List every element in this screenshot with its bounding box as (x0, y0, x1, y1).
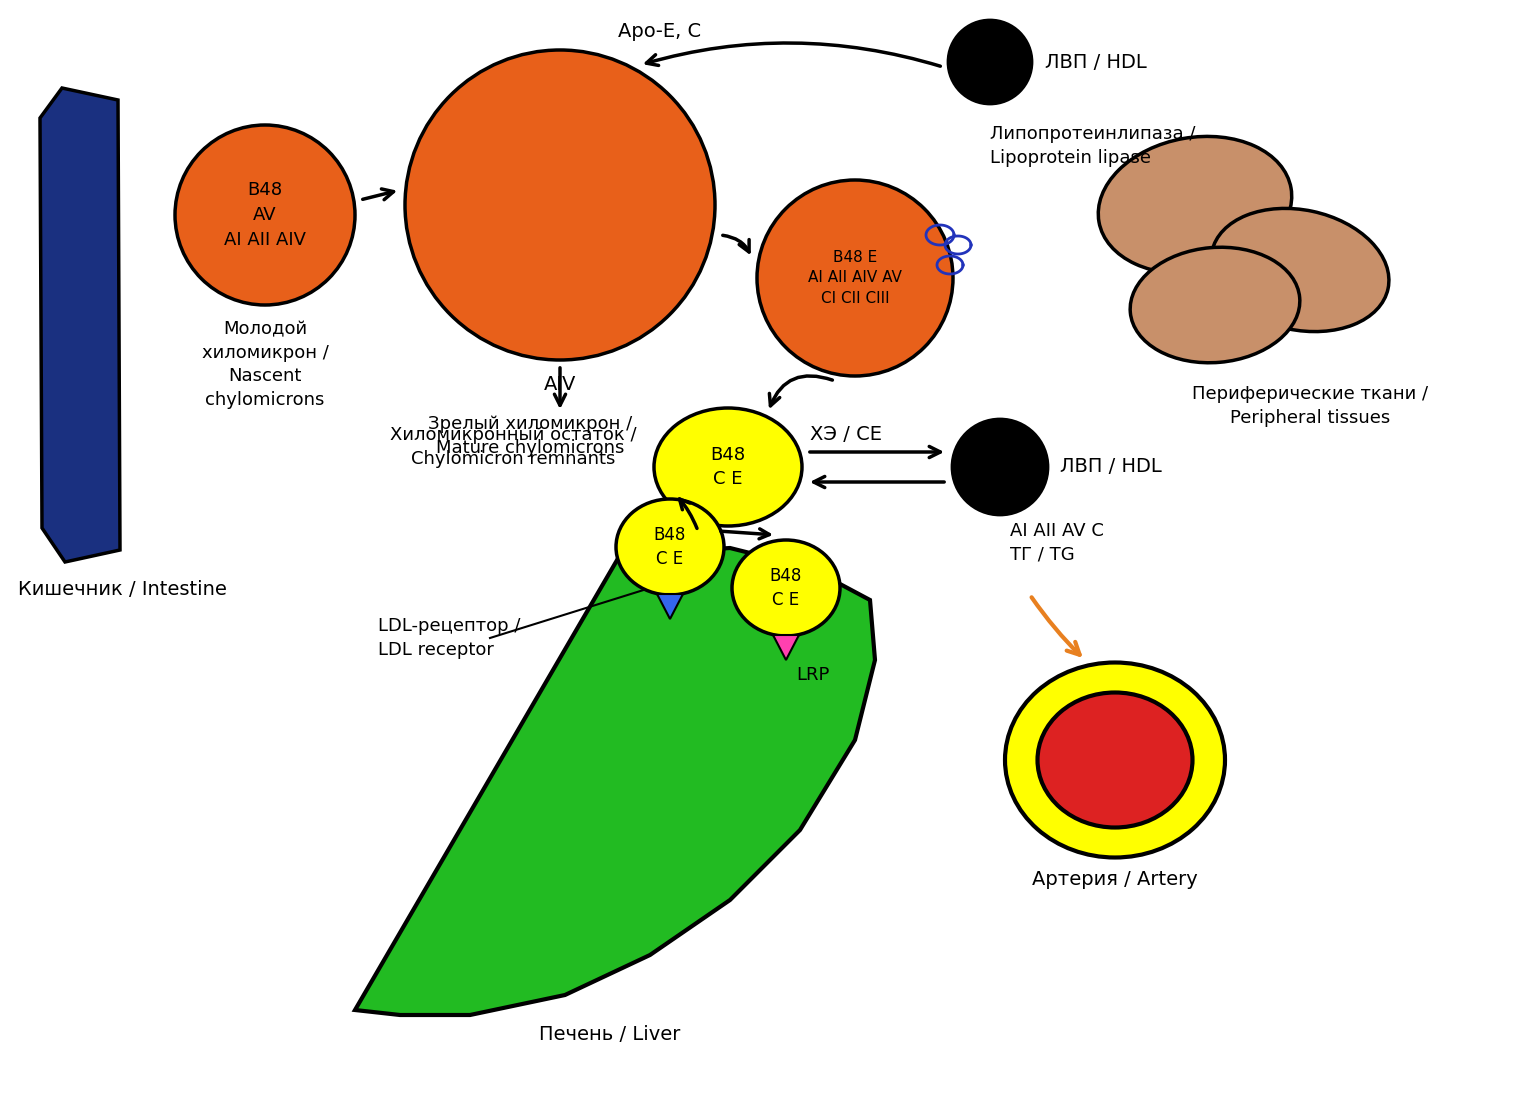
Ellipse shape (1098, 136, 1291, 274)
Text: B48
C E: B48 C E (770, 567, 802, 609)
Ellipse shape (732, 540, 840, 636)
Circle shape (948, 20, 1031, 104)
Text: AIV: AIV (544, 375, 576, 395)
Ellipse shape (1006, 663, 1224, 857)
Text: Хиломикронный остаток /
Chylomicron remnants: Хиломикронный остаток / Chylomicron remn… (390, 426, 636, 468)
Circle shape (756, 180, 952, 376)
Circle shape (175, 125, 355, 306)
Text: Артерия / Artery: Артерия / Artery (1031, 870, 1198, 889)
Text: Печень / Liver: Печень / Liver (539, 1025, 681, 1044)
Circle shape (952, 419, 1048, 515)
Text: Молодой
хиломикрон /
Nascent
chylomicrons: Молодой хиломикрон / Nascent chylomicron… (202, 320, 328, 409)
Ellipse shape (1130, 247, 1300, 363)
Polygon shape (658, 593, 684, 619)
Circle shape (406, 49, 715, 360)
Text: Аро-E, С: Аро-E, С (618, 22, 702, 41)
Text: AI AII AV C
ТГ / TG: AI AII AV C ТГ / TG (1010, 522, 1104, 564)
Polygon shape (773, 635, 799, 660)
Ellipse shape (617, 499, 725, 595)
Text: ЛВП / HDL: ЛВП / HDL (1045, 53, 1147, 71)
Text: B48 E
AI AII AIV AV
CI CII CIII: B48 E AI AII AIV AV CI CII CIII (808, 251, 902, 306)
Text: B48
C E: B48 C E (653, 526, 687, 568)
Text: ЛВП / HDL: ЛВП / HDL (1060, 457, 1162, 477)
Ellipse shape (655, 408, 802, 526)
Text: LRP: LRP (796, 666, 829, 684)
Polygon shape (39, 88, 120, 562)
Text: Зрелый хиломикрон /
Mature chylomicrons: Зрелый хиломикрон / Mature chylomicrons (428, 415, 632, 456)
Text: B48
AV
AI AII AIV: B48 AV AI AII AIV (223, 181, 305, 249)
Polygon shape (355, 548, 875, 1015)
Ellipse shape (1037, 692, 1192, 828)
Text: Периферические ткани /
Peripheral tissues: Периферические ткани / Peripheral tissue… (1192, 385, 1428, 426)
Text: ХЭ / CE: ХЭ / CE (810, 425, 883, 444)
Text: B48
C E: B48 C E (711, 445, 746, 488)
Text: Кишечник / Intestine: Кишечник / Intestine (18, 580, 226, 599)
Text: Липопротеинлипаза /
Lipoprotein lipase: Липопротеинлипаза / Lipoprotein lipase (990, 125, 1195, 167)
Ellipse shape (1211, 209, 1388, 332)
Text: LDL-рецептор /
LDL receptor: LDL-рецептор / LDL receptor (378, 618, 521, 658)
